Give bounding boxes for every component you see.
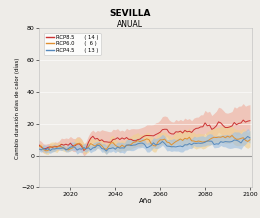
Text: SEVILLA: SEVILLA — [109, 9, 151, 18]
Y-axis label: Cambio duración olas de calor (días): Cambio duración olas de calor (días) — [15, 57, 20, 159]
Legend: RCP8.5      ( 14 ), RCP6.0      (  6 ), RCP4.5      ( 13 ): RCP8.5 ( 14 ), RCP6.0 ( 6 ), RCP4.5 ( 13… — [44, 32, 101, 55]
Text: ANUAL: ANUAL — [117, 20, 143, 29]
X-axis label: Año: Año — [139, 198, 152, 204]
